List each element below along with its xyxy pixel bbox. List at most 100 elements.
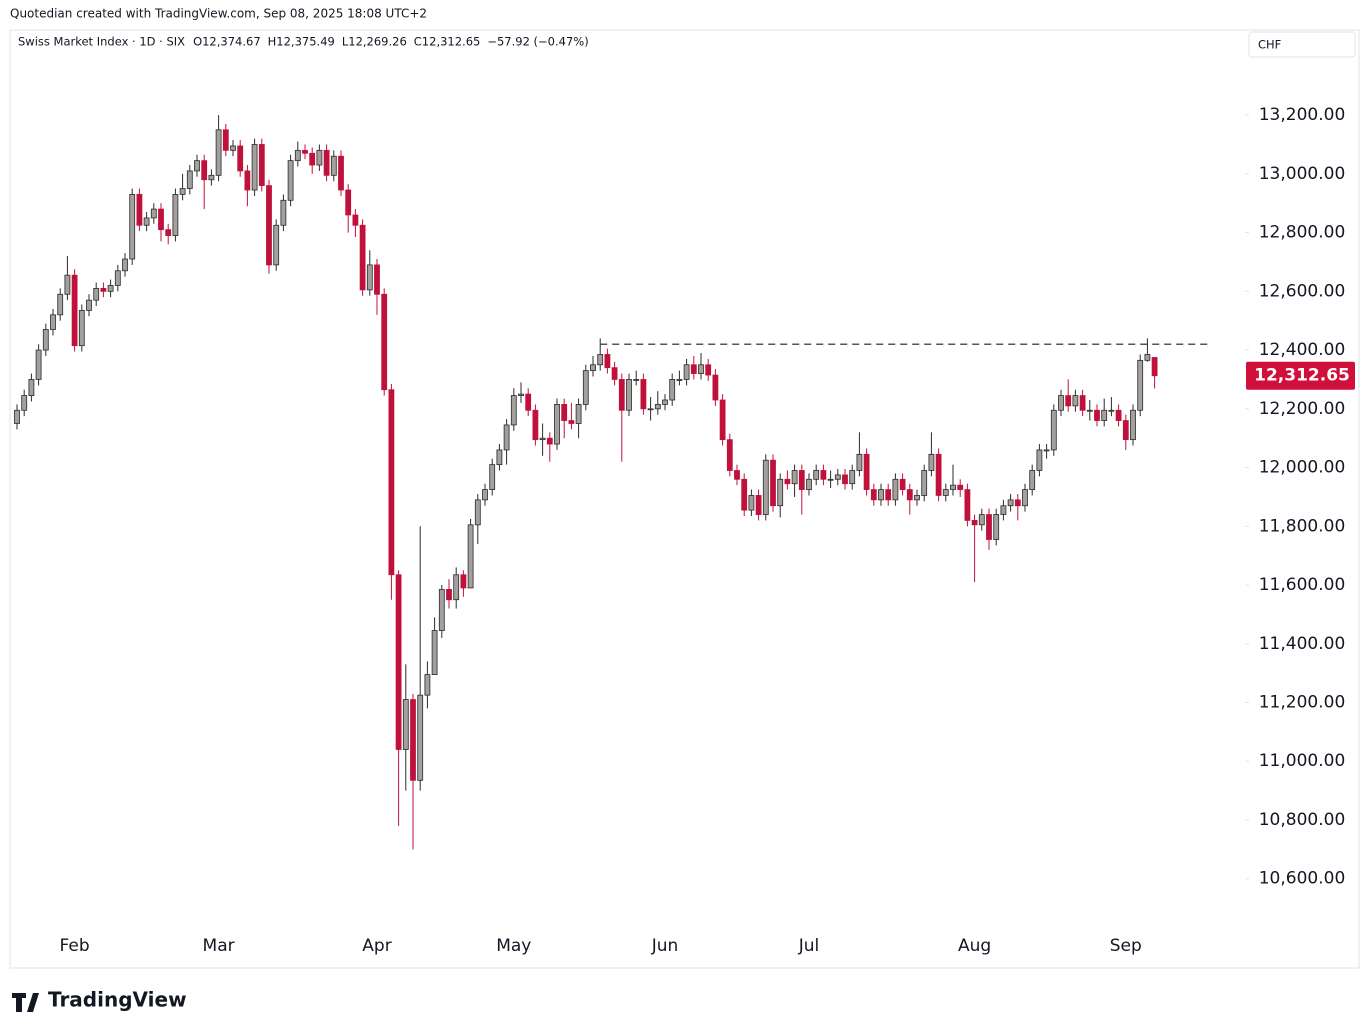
- candle-body: [611, 367, 618, 380]
- candle: [302, 144, 308, 160]
- candle-body: [798, 470, 805, 490]
- candle: [107, 279, 114, 298]
- candle: [654, 391, 661, 415]
- candle: [1101, 398, 1108, 427]
- candle-body: [554, 404, 560, 445]
- x-tick-label: Jul: [798, 936, 820, 956]
- candle-body: [712, 374, 719, 401]
- candle-body: [770, 459, 776, 507]
- candle-body: [575, 404, 582, 424]
- candle: [935, 448, 942, 502]
- candle: [114, 264, 121, 292]
- candle-body: [230, 145, 236, 151]
- candle-body: [237, 145, 244, 172]
- candle: [921, 464, 928, 502]
- x-tick-label: Sep: [1110, 936, 1142, 956]
- candle: [597, 338, 604, 371]
- candle-body: [618, 379, 625, 411]
- candle: [338, 150, 344, 196]
- candle-body: [424, 674, 431, 696]
- x-tick-label: Aug: [958, 936, 991, 956]
- candle-body: [568, 420, 575, 424]
- candle-body: [273, 224, 280, 266]
- candle-body: [395, 574, 402, 750]
- candle: [172, 188, 179, 242]
- candle: [201, 154, 208, 210]
- candle: [352, 209, 359, 237]
- candle: [978, 508, 985, 531]
- candle: [287, 154, 294, 207]
- candle-body: [129, 194, 136, 260]
- candle: [93, 282, 100, 307]
- candle-body: [381, 293, 388, 391]
- candle: [35, 344, 42, 386]
- candle-body: [928, 453, 935, 471]
- candle-body: [294, 149, 301, 162]
- candle: [273, 219, 280, 271]
- candle: [834, 469, 841, 486]
- candle: [14, 404, 20, 430]
- candle-body: [165, 229, 172, 236]
- candle-body: [669, 379, 676, 401]
- candle-body: [705, 364, 712, 376]
- candle: [755, 489, 762, 521]
- candle: [950, 464, 956, 496]
- candle: [294, 141, 301, 167]
- candle: [129, 188, 136, 265]
- candle-body: [100, 287, 107, 292]
- candle: [784, 470, 791, 490]
- candle-body: [690, 364, 697, 374]
- currency-box[interactable]: [1248, 31, 1356, 58]
- candle-body: [906, 489, 913, 501]
- candle: [899, 473, 906, 496]
- candle: [647, 397, 654, 421]
- candle: [626, 373, 632, 417]
- x-tick-label: May: [496, 936, 531, 956]
- x-tick-label: Mar: [203, 936, 235, 956]
- candle-body: [1101, 409, 1108, 421]
- candle-body: [251, 144, 258, 191]
- candle: [885, 483, 892, 506]
- candle-body: [885, 489, 892, 501]
- candle: [539, 423, 546, 456]
- candle: [359, 219, 366, 296]
- brand-logo: [12, 993, 39, 1012]
- candle-body: [114, 270, 121, 286]
- candle: [1115, 404, 1122, 427]
- candle: [554, 398, 560, 450]
- candle-body: [734, 470, 740, 480]
- candle-body: [194, 160, 200, 172]
- currency[interactable]: CHF: [1258, 38, 1281, 52]
- candle: [856, 432, 863, 477]
- candle-body: [474, 499, 481, 526]
- candle-body: [1043, 449, 1050, 452]
- candle-body: [1022, 489, 1028, 507]
- candle-body: [1014, 499, 1021, 507]
- candle-body: [964, 489, 971, 521]
- ohlc-value: C12,312.65: [414, 35, 481, 49]
- candle: [50, 308, 56, 336]
- candle-body: [309, 152, 316, 166]
- candle: [914, 489, 920, 506]
- candle: [460, 570, 467, 597]
- price-axis: 10,600.00 10,800.00 11,000.00 11,200.00 11,4…: [1245, 105, 1355, 889]
- candle-body: [647, 408, 654, 411]
- candle: [698, 353, 704, 380]
- candle: [309, 147, 316, 174]
- candle: [402, 664, 409, 791]
- candle-body: [57, 293, 64, 316]
- candle-body: [546, 437, 553, 445]
- candle-body: [374, 264, 380, 295]
- candle-body: [662, 399, 668, 405]
- candle-body: [813, 470, 820, 480]
- candle-body: [330, 155, 337, 176]
- candle-body: [719, 399, 726, 441]
- candle-body: [698, 364, 704, 374]
- brand: TradingView: [48, 988, 187, 1012]
- candle-body: [827, 478, 834, 481]
- candle-body: [453, 574, 460, 601]
- candle: [280, 194, 287, 232]
- candle-body: [971, 520, 978, 526]
- candle: [1022, 483, 1028, 512]
- candle: [467, 518, 474, 589]
